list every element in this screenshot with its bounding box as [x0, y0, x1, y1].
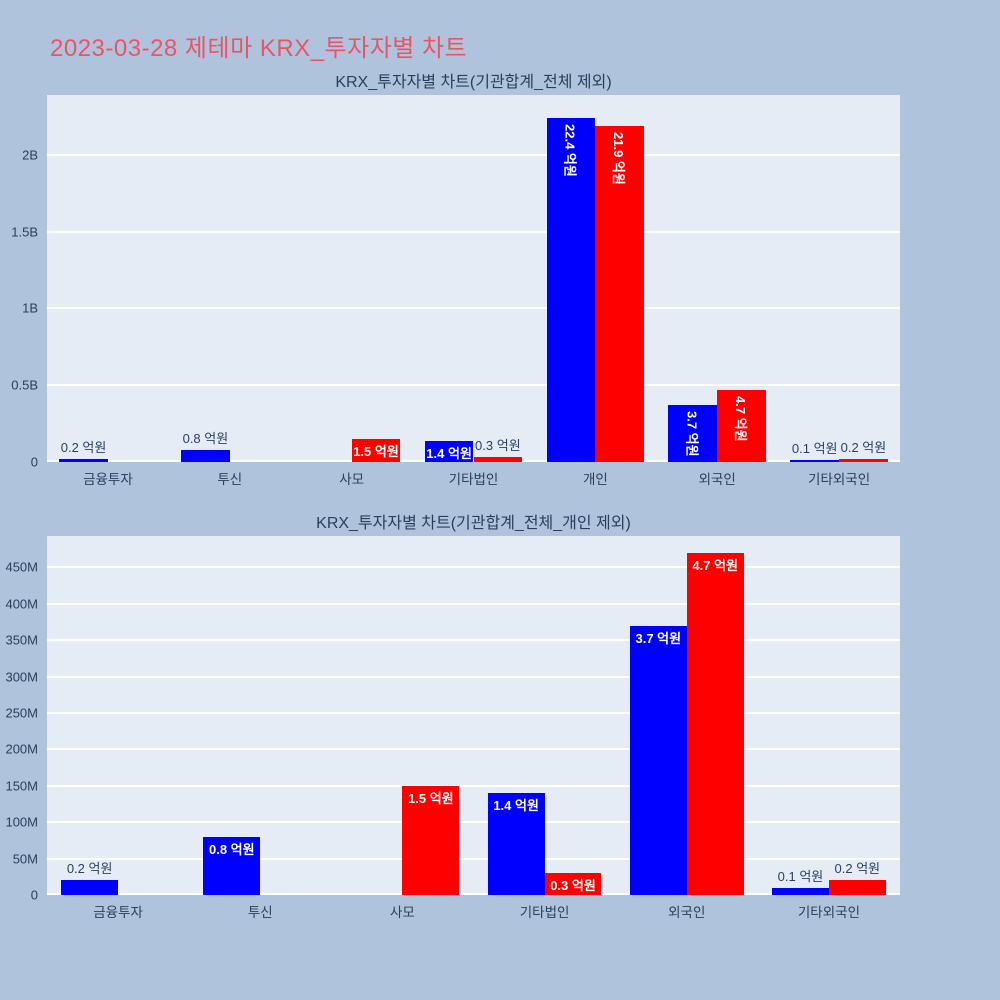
- bar-blue-외국인[interactable]: 3.7 억원: [668, 405, 718, 462]
- top-chart-plot-area[interactable]: 0 0.5B 1B 1.5B 2B 0.2 억원 0.8 억원 1.4 억원 22.4 억원 3.…: [11, 95, 900, 470]
- y-tick-label: 0.5B: [11, 377, 38, 393]
- y-tick-label: 300M: [5, 669, 38, 685]
- bar-value-label: 4.7 억원: [733, 395, 749, 442]
- x-tick-label: 사모: [390, 905, 415, 920]
- x-tick-label: 투신: [217, 472, 243, 487]
- bar-blue-기타법인[interactable]: 1.4 억원: [424, 440, 474, 462]
- top-chart-x-axis: 금융투자 투신 사모 기타법인 개인 외국인 기타외국인: [47, 468, 900, 488]
- bar-value-label: 0.2 억원: [60, 439, 107, 455]
- top-chart: KRX_투자자별 차트(기관합계_전체 제외) 0 0.5B 1B 1.5B 2B 0.2…: [11, 74, 900, 488]
- x-tick-label: 금융투자: [83, 472, 133, 487]
- bar-red-개인[interactable]: 21.9 억원: [595, 125, 645, 462]
- bar-value-label: 0.2 억원: [834, 861, 881, 877]
- gridline: [47, 230, 900, 233]
- gridline: [47, 639, 900, 642]
- y-tick-label: 250M: [5, 705, 38, 721]
- bar-blue-금융투자[interactable]: 0.2 억원: [61, 861, 119, 895]
- bar-red-기타외국인[interactable]: 0.2 억원: [839, 440, 888, 462]
- bottom-chart-plot-area[interactable]: 0 50M 100M 150M 200M 250M 300M 350M 400M 450M 0.2 …: [5, 536, 900, 903]
- bar-value-label: 3.7 억원: [684, 411, 700, 457]
- bar-value-label: 0.3 억원: [475, 438, 521, 454]
- gridline: [47, 153, 900, 156]
- bottom-chart-title: KRX_투자자별 차트(기관합계_전체_개인 제외): [316, 515, 631, 532]
- bar-value-label: 0.8 억원: [208, 841, 255, 857]
- bar-value-label: 1.4 억원: [493, 798, 539, 814]
- top-chart-title: KRX_투자자별 차트(기관합계_전체 제외): [335, 74, 612, 91]
- bar-value-label: 0.1 억원: [777, 868, 824, 884]
- bar-value-label: 0.8 억원: [182, 430, 229, 446]
- bar-value-label: 1.4 억원: [426, 445, 472, 461]
- gridline: [47, 748, 900, 751]
- gridline: [47, 602, 900, 605]
- bar-blue-기타외국인[interactable]: 0.1 억원: [772, 869, 829, 895]
- bar-value-label: 21.9 억원: [611, 131, 627, 185]
- y-tick-label: 1.5B: [11, 224, 38, 240]
- gridline: [47, 384, 900, 387]
- bar-value-label: 4.7 억원: [692, 557, 738, 573]
- y-tick-label: 150M: [5, 778, 38, 794]
- gridline: [47, 307, 900, 310]
- y-tick-label: 1B: [22, 300, 38, 316]
- gridline: [47, 784, 900, 787]
- bar-red-사모[interactable]: 1.5 억원: [351, 438, 401, 462]
- x-tick-label: 외국인: [698, 472, 736, 487]
- bottom-chart: KRX_투자자별 차트(기관합계_전체_개인 제외) 0 50M 100M 150M 2…: [5, 515, 900, 921]
- x-tick-label: 외국인: [668, 905, 706, 920]
- bar-red-외국인[interactable]: 4.7 억원: [717, 389, 766, 462]
- bar-value-label: 0.2 억원: [66, 861, 113, 877]
- bar-red-외국인[interactable]: 4.7 억원: [686, 552, 744, 895]
- zero-line: [47, 893, 900, 895]
- gridline: [47, 857, 900, 860]
- bar-red-기타법인[interactable]: 0.3 억원: [544, 873, 602, 895]
- bar-value-label: 1.5 억원: [408, 790, 454, 806]
- bar-value-label: 3.7 억원: [635, 630, 682, 646]
- y-tick-label: 200M: [5, 741, 38, 757]
- bottom-chart-x-axis: 금융투자 투신 사모 기타법인 외국인 기타외국인: [47, 901, 900, 921]
- bar-blue-기타법인[interactable]: 1.4 억원: [487, 793, 545, 895]
- bar-blue-금융투자[interactable]: 0.2 억원: [59, 440, 108, 462]
- y-tick-label: 0: [30, 887, 38, 903]
- x-tick-label: 금융투자: [93, 905, 143, 920]
- bar-value-label: 0.2 억원: [840, 439, 887, 455]
- x-tick-label: 투신: [247, 905, 273, 920]
- bar-red-사모[interactable]: 1.5 억원: [402, 785, 460, 895]
- x-tick-label: 개인: [582, 472, 608, 487]
- y-tick-label: 50M: [12, 851, 38, 867]
- page-title: 2023-03-28 제테마 KRX_투자자별 차트: [50, 35, 468, 62]
- y-tick-label: 450M: [5, 559, 38, 575]
- x-tick-label: 사모: [339, 472, 365, 487]
- gridline: [47, 566, 900, 569]
- x-tick-label: 기타법인: [519, 905, 570, 920]
- bar-value-label: 0.1 억원: [791, 441, 838, 457]
- gridline: [47, 675, 900, 678]
- bar-blue-개인[interactable]: 22.4 억원: [546, 118, 596, 462]
- bar-value-label: 1.5 억원: [353, 443, 399, 459]
- x-tick-label: 기타법인: [448, 472, 499, 487]
- bar-blue-투신[interactable]: 0.8 억원: [203, 836, 261, 895]
- x-tick-label: 기타외국인: [797, 905, 860, 920]
- gridline: [47, 711, 900, 714]
- bar-value-label: 22.4 억원: [562, 124, 578, 177]
- y-tick-label: 0: [30, 454, 38, 470]
- gridline: [47, 821, 900, 824]
- y-tick-label: 2B: [22, 147, 38, 163]
- y-tick-label: 350M: [5, 632, 38, 648]
- bar-red-기타법인[interactable]: 0.3 억원: [473, 438, 523, 462]
- bar-value-label: 0.3 억원: [550, 878, 596, 894]
- y-tick-label: 400M: [5, 596, 38, 612]
- bar-blue-투신[interactable]: 0.8 억원: [181, 431, 230, 462]
- bar-blue-기타외국인[interactable]: 0.1 억원: [790, 441, 840, 462]
- y-tick-label: 100M: [5, 814, 38, 830]
- bar-blue-외국인[interactable]: 3.7 억원: [629, 625, 687, 895]
- bar-red-기타외국인[interactable]: 0.2 억원: [828, 861, 886, 895]
- x-tick-label: 기타외국인: [808, 472, 871, 487]
